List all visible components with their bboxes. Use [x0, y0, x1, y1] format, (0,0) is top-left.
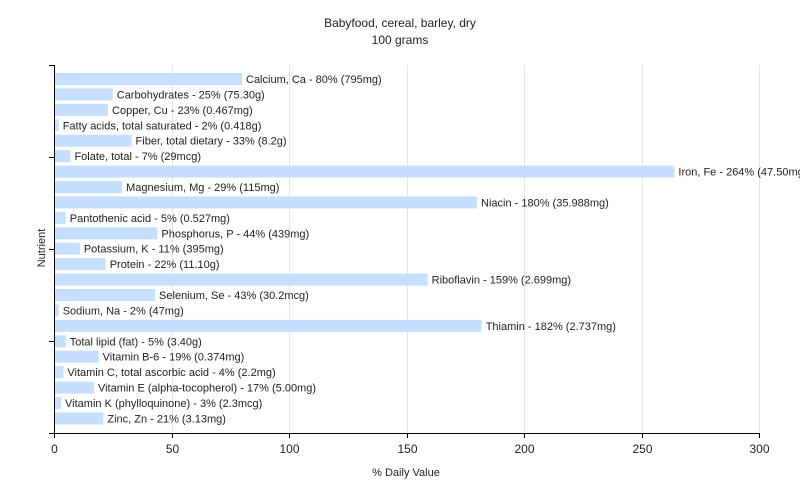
bar — [55, 227, 158, 240]
bar — [55, 165, 675, 178]
bar-label: Total lipid (fat) - 5% (3.40g) — [70, 336, 202, 348]
bar — [55, 181, 123, 194]
bar-label: Magnesium, Mg - 29% (115mg) — [126, 182, 279, 194]
x-tick-label: 150 — [397, 442, 417, 456]
bar — [55, 134, 132, 147]
bar — [55, 211, 66, 224]
bar-label: Protein - 22% (11.10g) — [110, 259, 220, 271]
bar — [55, 304, 59, 317]
bar — [55, 412, 104, 425]
bar-label: Phosphorus, P - 44% (439mg) — [161, 228, 309, 240]
chart-title: Babyfood, cereal, barley, dry — [324, 16, 476, 30]
x-tick-label: 300 — [749, 442, 769, 456]
bar-label: Vitamin B-6 - 19% (0.374mg) — [103, 352, 245, 364]
bar-label: Calcium, Ca - 80% (795mg) — [246, 74, 382, 86]
bar-label: Zinc, Zn - 21% (3.13mg) — [107, 413, 226, 425]
bar — [55, 258, 106, 271]
x-tick-label: 0 — [51, 442, 58, 456]
bar — [55, 273, 428, 286]
axes-group: 0 50 100 150 200 250 300 — [49, 65, 770, 456]
bar-label: Niacin - 180% (35.988mg) — [481, 197, 609, 209]
bar — [55, 119, 59, 132]
y-axis-title: Nutrient — [36, 229, 48, 268]
bar-label: Copper, Cu - 23% (0.467mg) — [112, 105, 253, 117]
bar — [55, 381, 94, 394]
bar — [55, 366, 64, 379]
bar-label: Thiamin - 182% (2.737mg) — [486, 321, 616, 333]
bar — [55, 242, 80, 255]
bars-group: Calcium, Ca - 80% (795mg) Carbohydrates -… — [55, 73, 800, 425]
bar-label: Selenium, Se - 43% (30.2mcg) — [159, 290, 309, 302]
x-tick-label: 100 — [279, 442, 299, 456]
x-tick-label: 200 — [514, 442, 534, 456]
bar-label: Pantothenic acid - 5% (0.527mg) — [70, 213, 230, 225]
bar-label: Vitamin K (phylloquinone) - 3% (2.3mcg) — [65, 398, 262, 410]
bar-label: Vitamin E (alpha-tocopherol) - 17% (5.00… — [98, 383, 316, 395]
bar-label: Potassium, K - 11% (395mg) — [84, 244, 224, 256]
bar — [55, 88, 113, 101]
bar-label: Sodium, Na - 2% (47mg) — [63, 305, 184, 317]
bar-label: Folate, total - 7% (29mcg) — [74, 151, 201, 163]
bar — [55, 103, 109, 116]
bar-label: Fatty acids, total saturated - 2% (0.418… — [63, 120, 262, 132]
x-axis-title: % Daily Value — [372, 467, 440, 479]
bar — [55, 350, 99, 363]
chart-subtitle: 100 grams — [372, 33, 429, 47]
bar-label: Fiber, total dietary - 33% (8.2g) — [136, 136, 287, 148]
bar — [55, 196, 477, 209]
x-tick-label: 250 — [632, 442, 652, 456]
bar — [55, 150, 71, 163]
bar — [55, 73, 242, 85]
bar — [55, 397, 62, 410]
bar — [55, 289, 156, 302]
grid-lines — [172, 65, 760, 433]
bar-label: Vitamin C, total ascorbic acid - 4% (2.2… — [67, 367, 275, 379]
bar-label: Riboflavin - 159% (2.699mg) — [432, 275, 571, 287]
bar — [55, 335, 66, 348]
bar — [55, 319, 482, 332]
bar-label: Carbohydrates - 25% (75.30g) — [117, 89, 265, 101]
x-tick-label: 50 — [166, 442, 180, 456]
bar-label: Iron, Fe - 264% (47.50mg) — [678, 167, 800, 179]
